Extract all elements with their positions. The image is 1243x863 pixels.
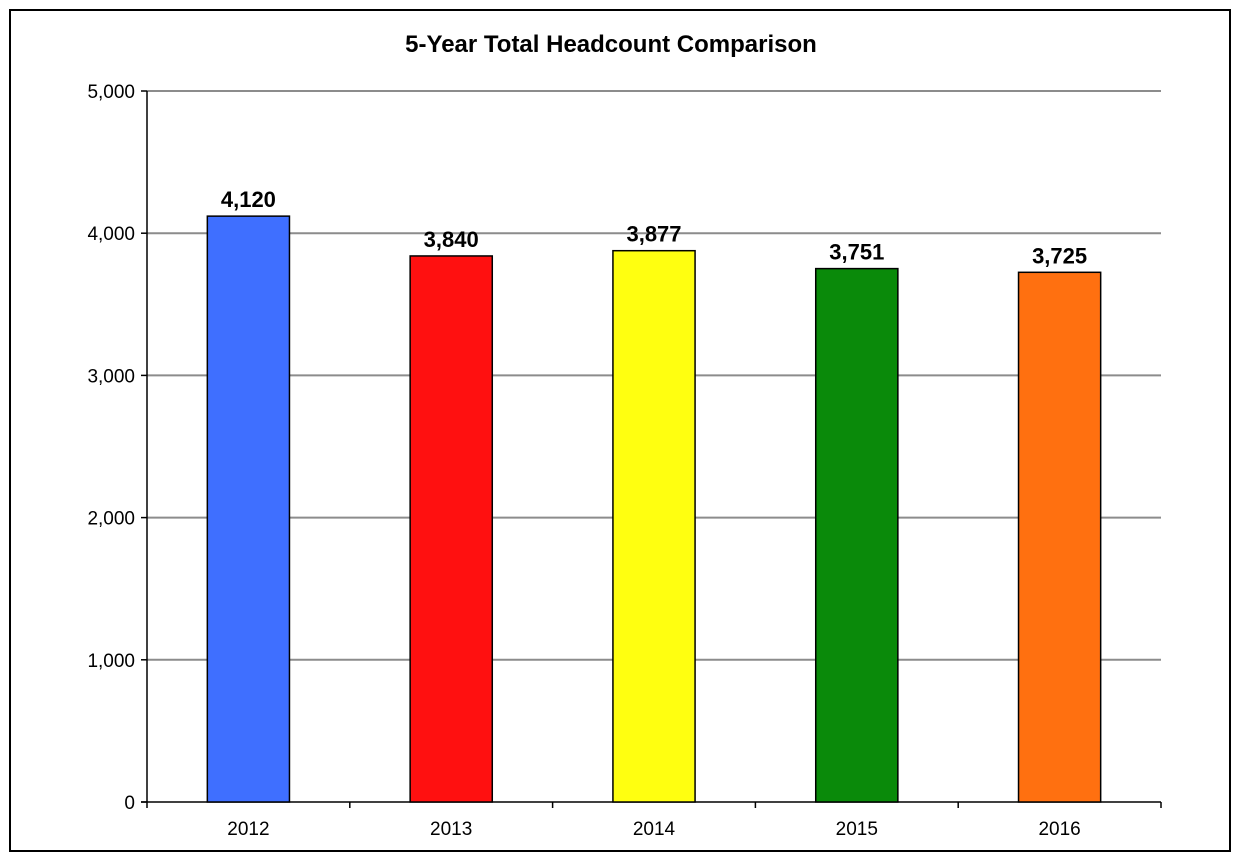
data-label-2014: 3,877: [626, 222, 681, 247]
bars: [206, 215, 1102, 803]
y-axis-tick-labels: 0 1,000 2,000 3,000 4,000 5,000: [87, 82, 135, 814]
data-labels: 4,120 3,840 3,877 3,751 3,725: [221, 187, 1087, 268]
data-label-2015: 3,751: [829, 240, 884, 265]
x-tick-label-2013: 2013: [430, 819, 472, 840]
y-tick-label: 2,000: [87, 509, 135, 530]
data-label-2013: 3,840: [424, 227, 479, 252]
bar-2012: [206, 215, 291, 803]
data-label-2016: 3,725: [1032, 243, 1087, 268]
y-tick-label: 3,000: [87, 366, 135, 387]
x-tick-label-2015: 2015: [836, 819, 878, 840]
bar-2013: [409, 255, 494, 803]
y-tick-label: 0: [124, 793, 135, 814]
bar-2016: [1017, 271, 1102, 803]
bar-2015: [814, 267, 899, 803]
x-tick-label-2016: 2016: [1038, 819, 1080, 840]
y-tick-label: 1,000: [87, 651, 135, 672]
x-tick-label-2012: 2012: [227, 819, 269, 840]
chart-title: 5-Year Total Headcount Comparison: [405, 31, 817, 58]
x-axis-tick-labels: 2012 2013 2014 2015 2016: [227, 819, 1080, 840]
y-tick-label: 4,000: [87, 224, 135, 245]
bar-2014: [612, 249, 696, 803]
x-tick-label-2014: 2014: [633, 819, 676, 840]
data-label-2012: 4,120: [221, 187, 276, 212]
y-tick-label: 5,000: [87, 82, 135, 103]
